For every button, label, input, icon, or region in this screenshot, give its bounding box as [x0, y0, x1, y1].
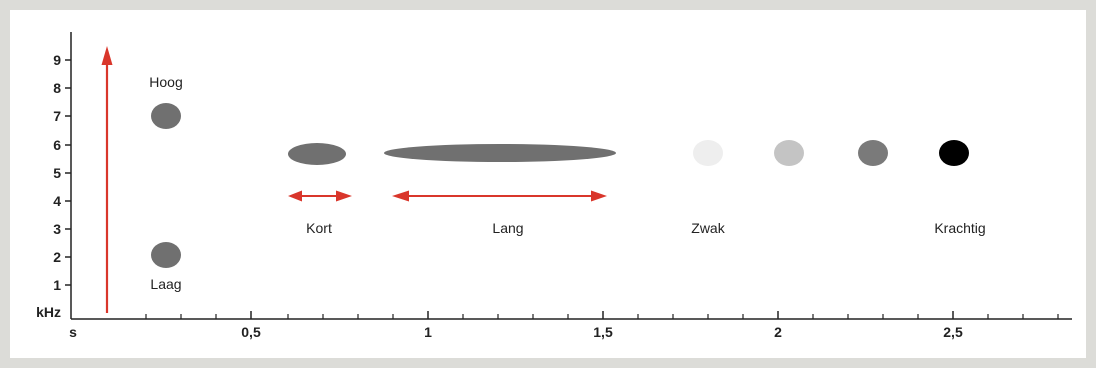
x-tick-label: 1: [424, 324, 432, 340]
x-axis-minor-ticks: [145, 314, 1059, 319]
label-short: Kort: [306, 220, 332, 236]
label-low: Laag: [150, 276, 181, 292]
y-axis-ticks: [65, 59, 71, 286]
y-axis-unit: kHz: [36, 304, 61, 320]
short-sound-shape: [288, 143, 346, 165]
high-tone-dot: [151, 103, 181, 129]
medium-tone-dot: [858, 140, 888, 166]
label-weak: Zwak: [691, 220, 725, 236]
low-tone-dot: [151, 242, 181, 268]
x-axis-major-ticks: [250, 311, 954, 319]
y-tick-label: 3: [53, 221, 61, 237]
x-tick-label: 1,5: [593, 324, 613, 340]
y-tick-label: 1: [53, 277, 61, 293]
label-long: Lang: [492, 220, 523, 236]
short-duration-arrow: [288, 190, 352, 202]
y-axis-tick-labels: 1 2 3 4 5 6 7 8 9: [53, 52, 61, 293]
label-high: Hoog: [149, 74, 182, 90]
pitch-arrow: [101, 46, 113, 313]
x-tick-label: 2: [774, 324, 782, 340]
x-tick-label: 2,5: [943, 324, 963, 340]
weak-tone-dot: [693, 140, 723, 166]
x-axis-tick-labels: 0,5 1 1,5 2 2,5: [241, 324, 963, 340]
y-tick-label: 7: [53, 108, 61, 124]
label-strong: Krachtig: [934, 220, 985, 236]
diagram-frame: 1 2 3 4 5 6 7 8 9 kHz: [10, 10, 1086, 358]
sound-properties-diagram: 1 2 3 4 5 6 7 8 9 kHz: [36, 32, 1072, 340]
y-tick-label: 2: [53, 249, 61, 265]
y-tick-label: 9: [53, 52, 61, 68]
y-tick-label: 4: [53, 193, 61, 209]
x-axis-unit: s: [69, 324, 77, 340]
y-tick-label: 6: [53, 137, 61, 153]
long-sound-shape: [384, 144, 616, 162]
y-tick-label: 5: [53, 165, 61, 181]
light-tone-dot: [774, 140, 804, 166]
long-duration-arrow: [392, 190, 607, 202]
strong-tone-dot: [939, 140, 969, 166]
x-tick-label: 0,5: [241, 324, 261, 340]
y-tick-label: 8: [53, 80, 61, 96]
